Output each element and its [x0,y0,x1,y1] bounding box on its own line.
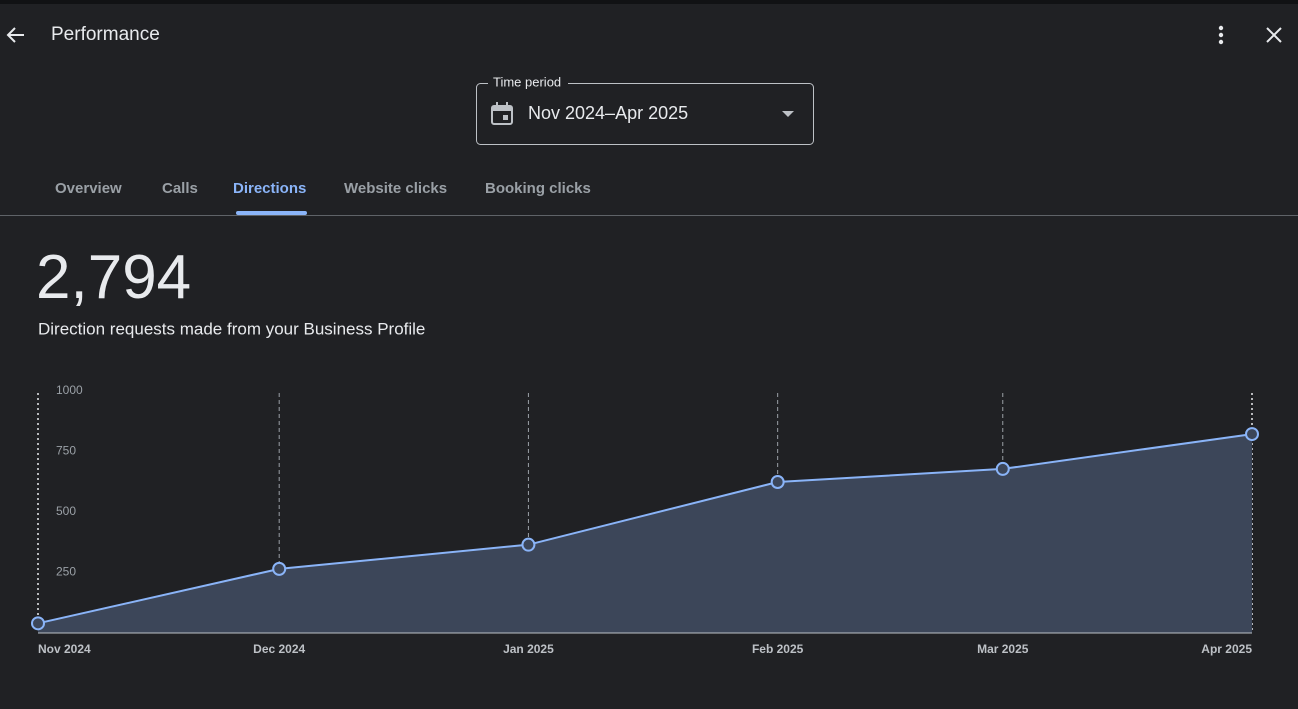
tab-divider [0,215,1298,216]
tab[interactable]: Overview [55,180,122,197]
more-button[interactable] [1218,25,1224,45]
y-tick-label: 1000 [56,383,83,397]
x-tick-label: Dec 2024 [253,642,305,656]
tab-active[interactable]: Directions [233,180,306,197]
time-period-label: Time period [493,74,561,89]
x-tick-label: Feb 2025 [752,642,804,656]
y-tick-label: 250 [56,565,76,579]
time-period-value: Nov 2024–Apr 2025 [528,103,688,123]
point [272,561,287,576]
total-caption: Direction requests made from your Busine… [38,319,425,338]
tab[interactable]: Booking clicks [485,180,591,197]
close-button[interactable] [1266,27,1282,43]
page-title: Performance [51,24,160,45]
dropdown-arrow [782,111,794,117]
top-strip [0,0,1298,4]
tab-indicator [236,211,307,215]
time-period-select[interactable]: Time period Nov 2024–Apr 2025 [476,74,814,145]
total-value: 2,794 [36,243,191,312]
line [37,433,1253,625]
y-tick-label: 500 [56,504,76,518]
point [521,537,536,552]
tab[interactable]: Calls [162,180,198,197]
point [1245,427,1259,442]
x-tick-label: Apr 2025 [1201,642,1252,656]
calendar-icon [491,102,513,125]
point [31,616,45,631]
point [770,474,785,489]
x-tick-label: Mar 2025 [977,642,1029,656]
x-tick-label: Jan 2025 [503,642,554,656]
point [995,461,1010,476]
tab[interactable]: Website clicks [344,180,447,197]
y-tick-label: 750 [56,444,76,458]
x-tick-label: Nov 2024 [38,642,91,656]
area-fill [38,434,1252,633]
back-button[interactable] [6,27,24,43]
